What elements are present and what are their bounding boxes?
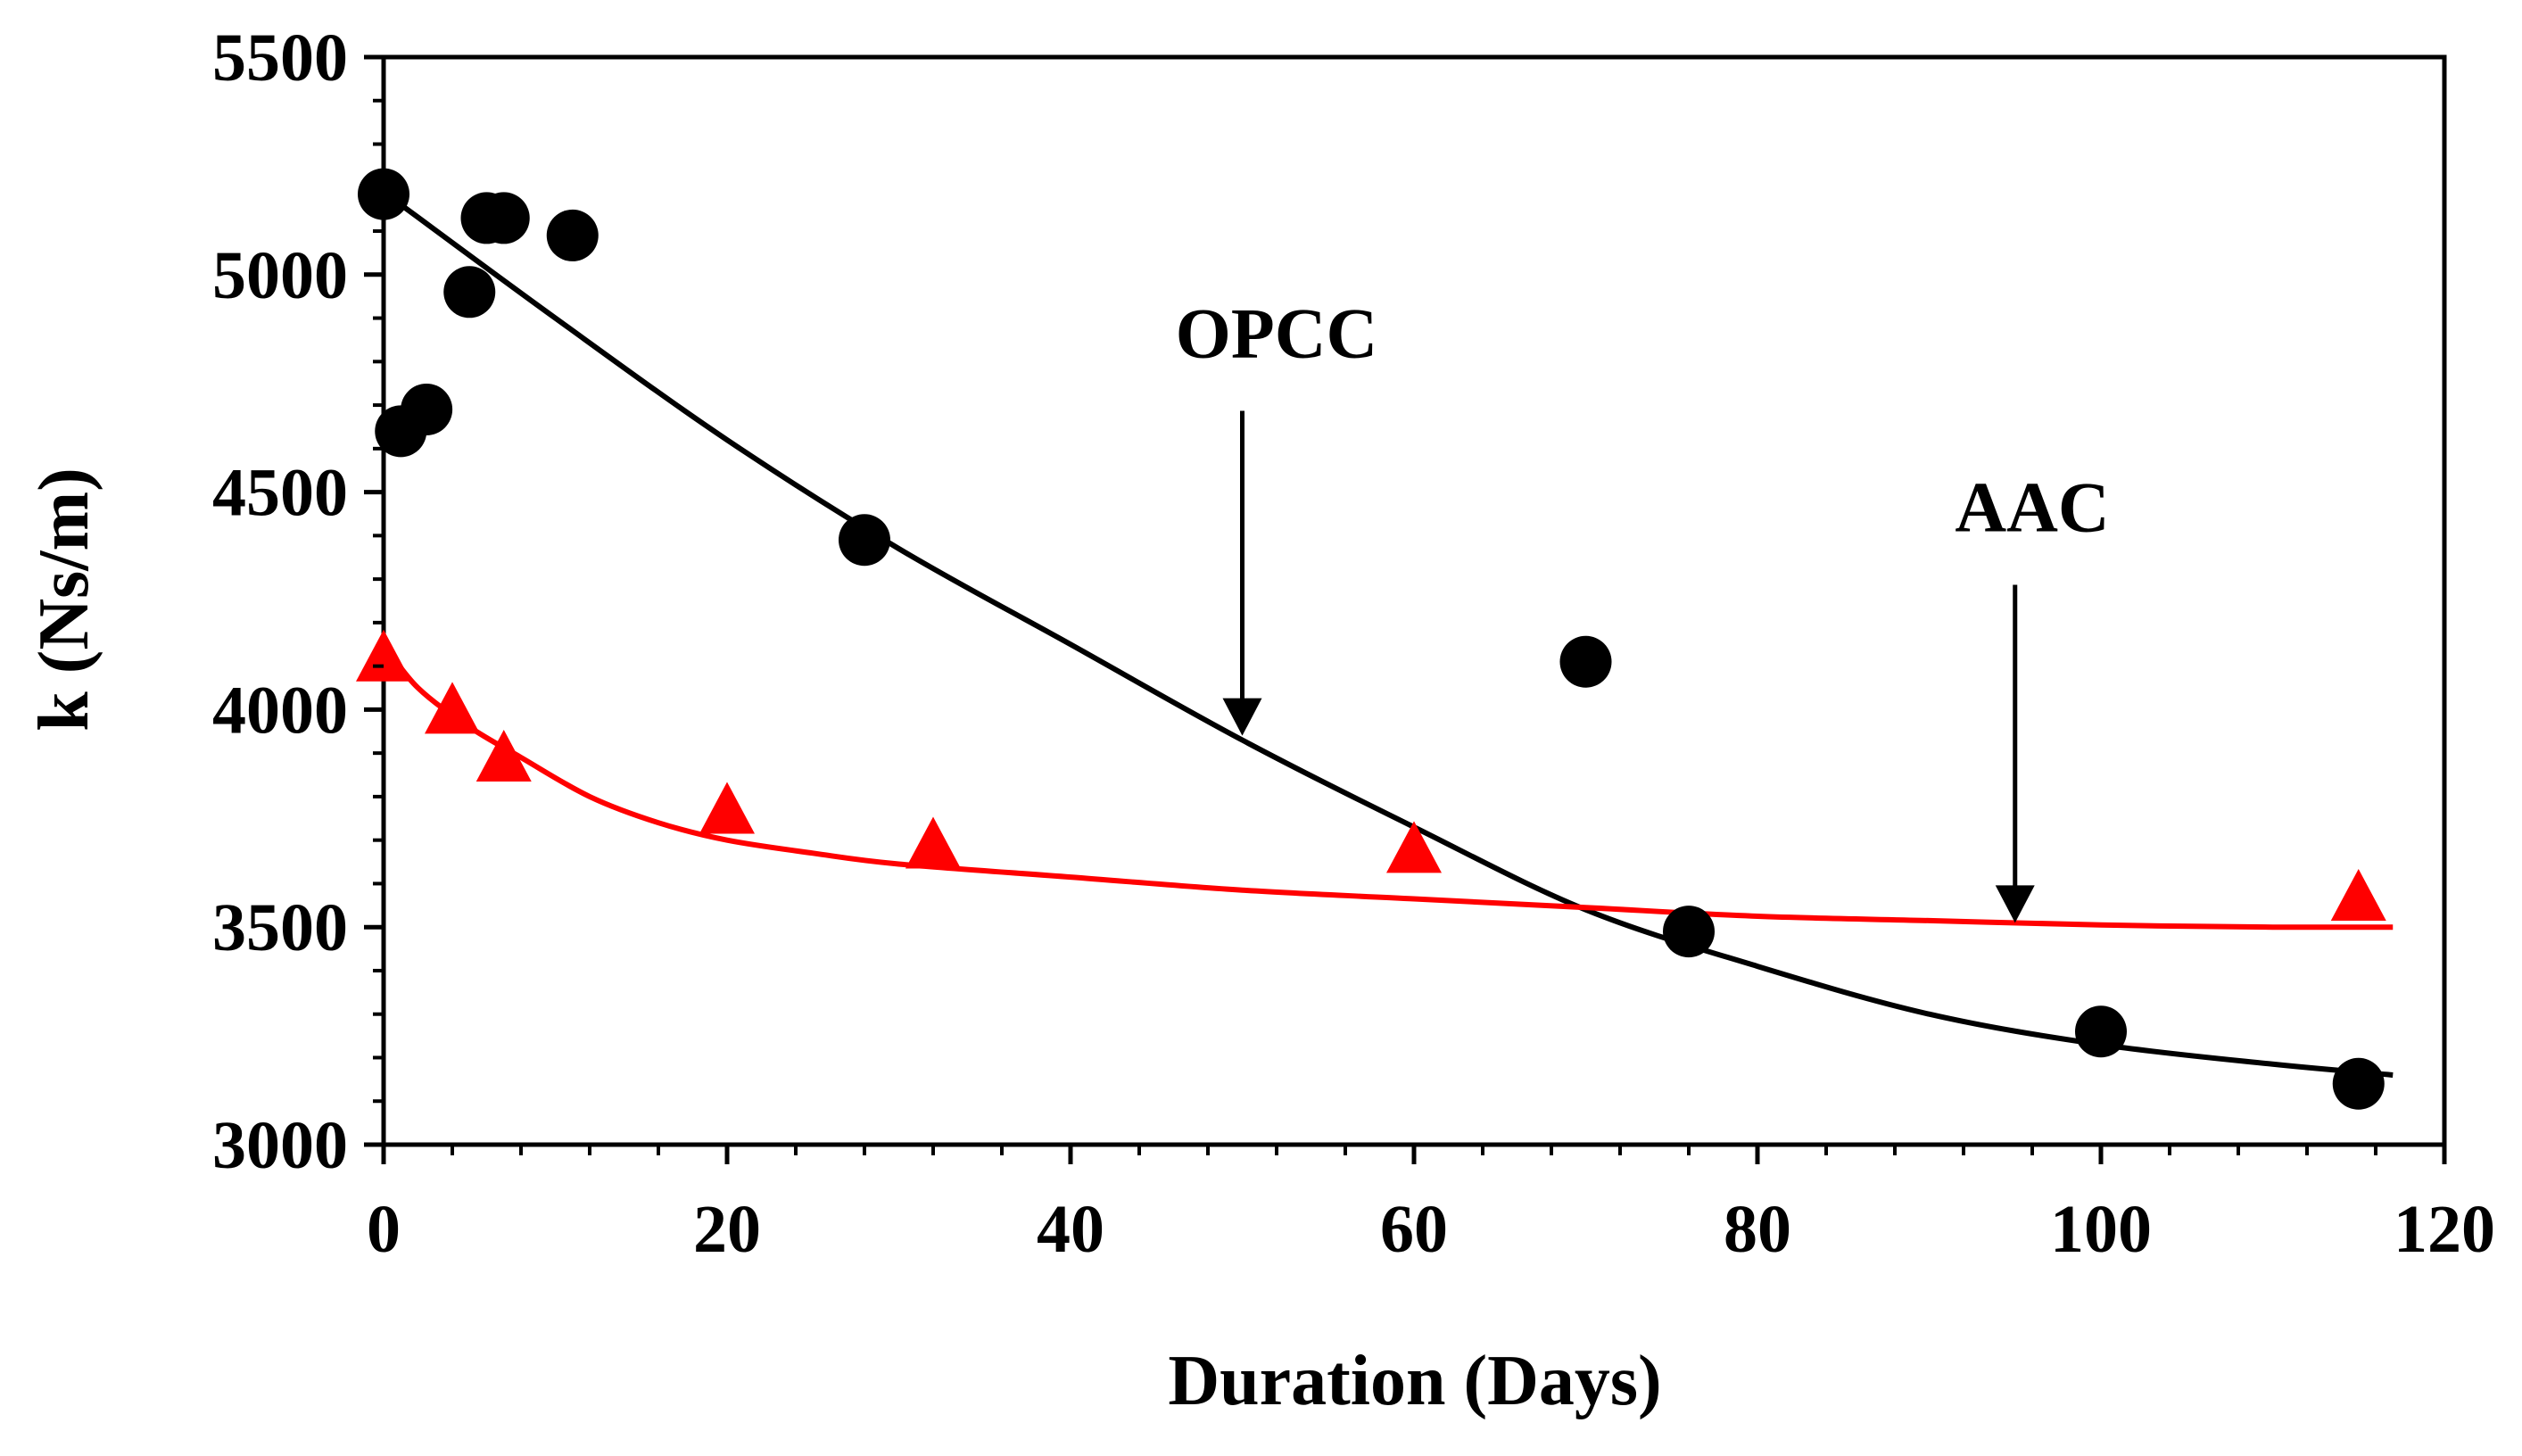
y-tick-label: 5500	[212, 21, 348, 95]
x-tick-label: 120	[2394, 1192, 2495, 1267]
y-tick-label: 5000	[212, 238, 348, 313]
data-markers	[356, 168, 2386, 1110]
data-point-opcc	[477, 192, 530, 244]
annotations: OPCC AAC	[1176, 294, 2110, 923]
data-point-aac	[699, 782, 755, 834]
data-point-opcc	[2332, 1057, 2385, 1110]
annotation-arrow-head	[1995, 885, 2035, 923]
x-tick-label: 60	[1380, 1192, 1448, 1267]
trend-line-aac	[381, 642, 2394, 931]
data-point-opcc	[839, 514, 890, 567]
annotation-label-aac: AAC	[1955, 468, 2109, 547]
plot-frame	[381, 54, 2447, 1147]
data-point-aac	[905, 816, 961, 869]
y-axis-title: k (Ns/m)	[25, 467, 103, 732]
y-tick-label: 4500	[212, 456, 348, 531]
data-point-opcc	[2075, 1005, 2127, 1058]
trend-line-opcc	[382, 189, 2394, 1078]
x-tick-label: 20	[693, 1192, 761, 1267]
data-point-aac	[1386, 821, 1442, 873]
data-point-opcc	[1663, 906, 1715, 958]
y-tick-label: 4000	[212, 673, 348, 748]
data-point-opcc	[1559, 635, 1612, 688]
data-point-opcc	[401, 383, 453, 435]
data-point-opcc	[443, 266, 496, 318]
annotation-label-opcc: OPCC	[1176, 294, 1378, 373]
trend-lines	[381, 189, 2394, 1078]
x-tick-label: 100	[2050, 1192, 2152, 1267]
axis-ticks: 0 20 40 60 80 100 120 3000 3500 4000 4500 5000 5500	[212, 21, 2495, 1267]
data-point-aac	[2330, 868, 2386, 921]
x-tick-label: 80	[1724, 1192, 1791, 1267]
data-point-opcc	[358, 168, 409, 220]
x-axis-title: Duration (Days)	[1168, 1342, 1661, 1420]
x-tick-label: 40	[1037, 1192, 1104, 1267]
annotation-arrow-head	[1222, 698, 1262, 736]
y-tick-label: 3000	[212, 1108, 348, 1183]
data-point-aac	[475, 729, 532, 782]
data-point-aac	[356, 629, 411, 682]
x-tick-label: 0	[367, 1192, 401, 1267]
plot-area	[381, 54, 2447, 1147]
data-point-opcc	[546, 209, 599, 261]
data-point-aac	[425, 682, 480, 734]
y-tick-label: 3500	[212, 890, 348, 965]
